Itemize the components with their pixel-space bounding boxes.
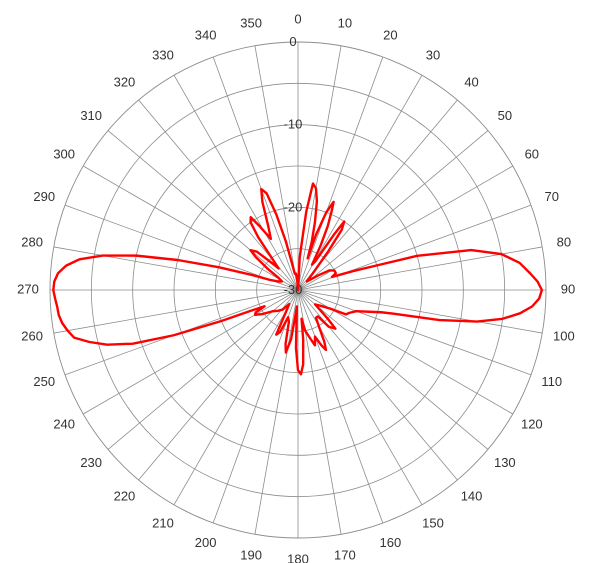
angle-tick-label: 30 (426, 48, 440, 63)
angle-tick-label: 20 (383, 28, 397, 43)
angle-gridline (107, 289, 299, 450)
angle-tick-label: 120 (521, 416, 543, 431)
angle-gridline (254, 289, 299, 535)
angle-gridline (297, 45, 342, 291)
angle-gridline (297, 56, 384, 291)
angle-gridline (53, 289, 299, 334)
angle-tick-label: 310 (80, 108, 102, 123)
radial-tick-label: -10 (284, 117, 303, 132)
angle-tick-label: 320 (114, 75, 136, 90)
angle-gridline (173, 75, 299, 291)
angle-gridline (212, 56, 299, 291)
angle-tick-label: 190 (240, 547, 262, 562)
angle-gridline (297, 289, 489, 450)
angle-gridline (297, 165, 513, 291)
angle-tick-label: 270 (17, 281, 39, 296)
angle-tick-label: 160 (379, 535, 401, 550)
angle-tick-label: 250 (33, 374, 55, 389)
angle-tick-label: 150 (422, 515, 444, 530)
angle-tick-label: 220 (114, 488, 136, 503)
angle-tick-label: 230 (80, 455, 102, 470)
radial-tick-label: -20 (284, 199, 303, 214)
angle-tick-label: 0 (294, 11, 301, 26)
angle-gridline (83, 165, 299, 291)
angle-tick-label: 170 (334, 547, 356, 562)
angle-gridline (138, 289, 299, 481)
angle-tick-label: 100 (553, 328, 575, 343)
angle-tick-label: 40 (464, 75, 478, 90)
angle-gridline (254, 45, 299, 291)
angle-tick-label: 130 (494, 455, 516, 470)
angular-grid (50, 42, 546, 538)
angle-gridline (297, 130, 489, 291)
angle-tick-label: 60 (525, 146, 539, 161)
angle-gridline (297, 289, 543, 334)
angle-tick-label: 70 (544, 189, 558, 204)
radial-tick-labels: 0 -10 -20 -30 (284, 34, 303, 297)
angle-tick-label: 260 (21, 328, 43, 343)
angle-tick-label: 180 (287, 551, 309, 563)
angle-tick-label: 90 (561, 281, 575, 296)
angle-gridline (83, 289, 299, 415)
pattern-series-line (52, 182, 544, 376)
series-layer (52, 182, 544, 376)
radial-tick-label: -30 (284, 282, 303, 297)
angle-gridline (53, 246, 299, 291)
angle-gridline (297, 289, 532, 376)
angle-gridline (212, 289, 299, 524)
angle-tick-label: 140 (461, 488, 483, 503)
angle-tick-label: 110 (541, 374, 562, 389)
angle-tick-label: 350 (240, 16, 262, 31)
angle-tick-label: 240 (53, 416, 75, 431)
angle-tick-label: 290 (33, 189, 55, 204)
angle-tick-label: 340 (195, 28, 217, 43)
radial-tick-label: 0 (289, 34, 296, 49)
angle-tick-labels: 0 10 20 30 40 50 60 70 80 90 100 110 120 130 140 150 160… (17, 11, 575, 563)
angle-gridline (173, 289, 299, 505)
angle-tick-label: 210 (152, 515, 174, 530)
angle-tick-label: 280 (21, 235, 43, 250)
angle-gridline (297, 75, 423, 291)
angle-gridline (107, 130, 299, 291)
angle-tick-label: 330 (152, 48, 174, 63)
angle-tick-label: 80 (557, 235, 571, 250)
angle-tick-label: 300 (53, 146, 75, 161)
angle-tick-label: 10 (338, 16, 352, 31)
angle-gridline (297, 289, 384, 524)
angle-tick-label: 50 (498, 108, 512, 123)
angle-tick-label: 200 (195, 535, 217, 550)
